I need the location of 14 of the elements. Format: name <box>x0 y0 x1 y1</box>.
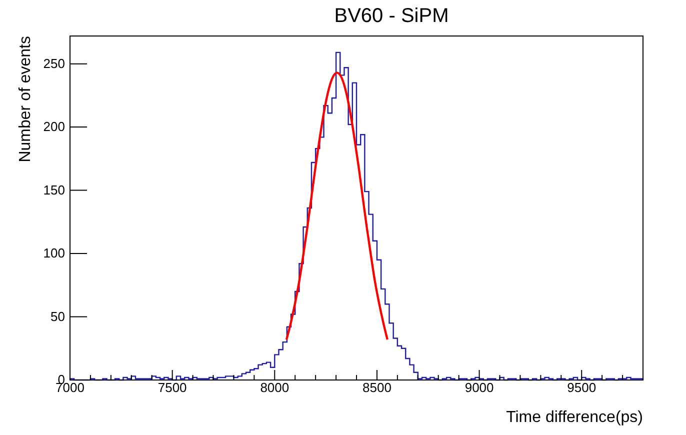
x-tick-label: 8500 <box>362 380 392 396</box>
chart-title: BV60 - SiPM <box>334 5 449 27</box>
x-tick-label: 9500 <box>567 380 596 396</box>
y-tick-label: 100 <box>43 246 65 261</box>
y-tick-label: 250 <box>43 56 65 71</box>
x-axis-title: Time difference(ps) <box>506 409 643 426</box>
x-tick-label: 9000 <box>464 380 494 396</box>
y-tick-label: 50 <box>50 308 65 324</box>
line-series <box>285 72 388 341</box>
y-tick-label: 150 <box>43 182 65 198</box>
y-tick-label: 200 <box>43 119 65 134</box>
y-axis-title: Number of events <box>17 36 34 162</box>
x-tick-label: 7500 <box>158 380 187 396</box>
x-tick-label: 8000 <box>260 380 290 396</box>
